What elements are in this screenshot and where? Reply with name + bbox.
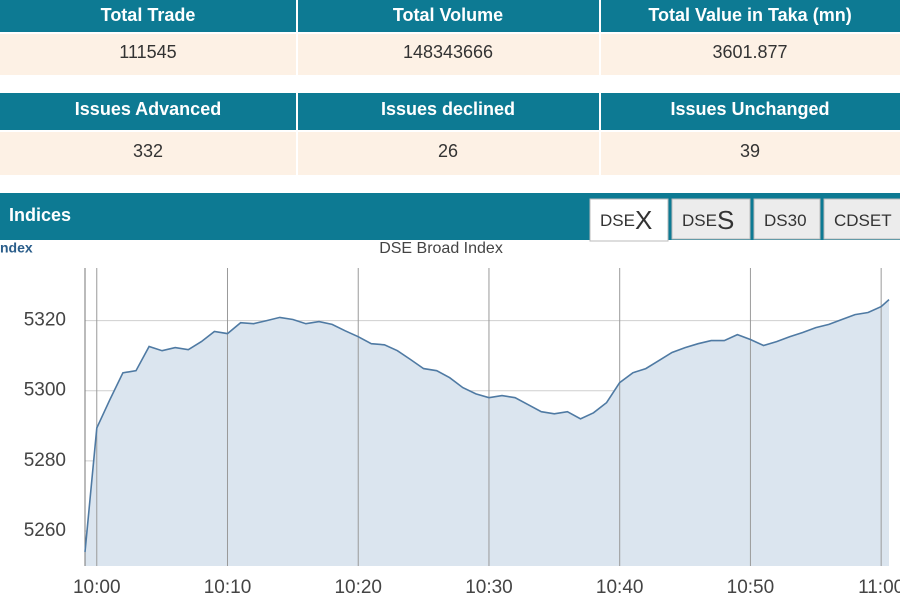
tab-bg <box>589 198 669 242</box>
tab-bg <box>671 198 751 240</box>
dividers <box>0 0 900 175</box>
cell: 332 <box>133 141 163 161</box>
tab-bg <box>823 198 900 240</box>
y-tick-label: 5300 <box>24 380 66 401</box>
tab-label-part: S <box>717 205 734 235</box>
y-tick-label: 5320 <box>24 310 66 331</box>
x-tick-label: 11:00 <box>858 577 900 598</box>
column-header: Total Volume <box>393 5 503 25</box>
cell: 111545 <box>119 42 176 62</box>
column-header: Issues Advanced <box>75 99 221 119</box>
x-tick-label: 10:20 <box>334 577 382 598</box>
tabs: DSEX DSES DS30 CDSET <box>589 198 900 242</box>
column-header: Issues Unchanged <box>670 99 829 119</box>
table-row <box>0 33 900 75</box>
tab-label-part: DS30 <box>764 211 807 230</box>
chart-title: DSE Broad Index <box>379 240 503 257</box>
x-tick-label: 10:00 <box>73 577 121 598</box>
x-tick-label: 10:40 <box>596 577 644 598</box>
y-tick-label: 5260 <box>24 520 66 541</box>
tab[interactable]: DSES <box>671 198 751 240</box>
x-tick-label: 10:30 <box>465 577 513 598</box>
panel-title: Indices <box>9 205 71 225</box>
cell: 148343666 <box>403 42 493 62</box>
tab[interactable]: CDSET <box>823 198 900 240</box>
y-tick-label: 5280 <box>24 450 66 471</box>
tab-label: DS30 <box>764 211 807 230</box>
tab-label-part: DSE <box>600 211 635 230</box>
tab-label: CDSET <box>834 211 892 230</box>
tab[interactable]: DSEX <box>589 198 669 242</box>
tab-label-part: X <box>635 205 652 235</box>
line <box>84 299 890 553</box>
table-row <box>0 131 900 175</box>
x-tick-label: 10:50 <box>727 577 775 598</box>
tab-label-part: DSE <box>682 211 717 230</box>
tab-label: DSEX <box>600 205 652 235</box>
cell: 3601.877 <box>712 42 787 62</box>
table-header <box>0 0 900 33</box>
axis-caption: ndex <box>0 240 33 256</box>
tab-label: DSES <box>682 205 734 235</box>
tab-bg <box>753 198 821 240</box>
tab[interactable]: DS30 <box>753 198 821 240</box>
cell: 39 <box>740 141 760 161</box>
x-tick-label: 10:10 <box>204 577 252 598</box>
table-header <box>0 93 900 131</box>
tab-label-part: CDSET <box>834 211 892 230</box>
column-header: Total Value in Taka (mn) <box>648 5 851 25</box>
cell: 26 <box>438 141 458 161</box>
column-header: Issues declined <box>381 99 515 119</box>
column-header: Total Trade <box>101 5 196 25</box>
area <box>85 299 889 566</box>
plot: 5260 5280 5300 5320 10:00 10:10 10:20 10:30 10:4… <box>24 268 900 598</box>
